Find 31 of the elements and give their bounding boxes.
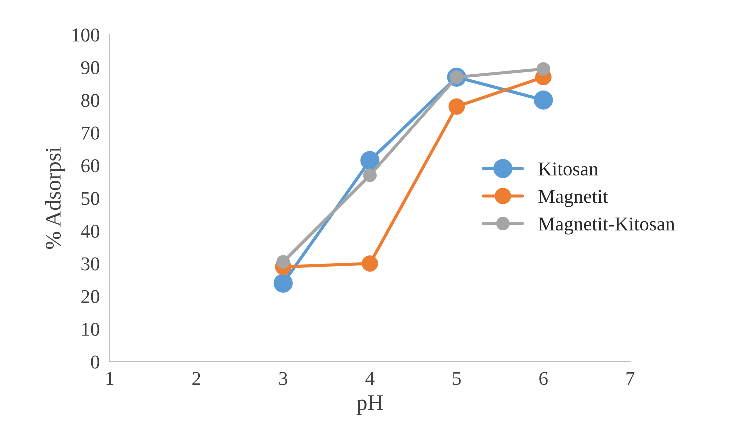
x-tick-label: 7 [626,372,635,386]
y-tick-label: 50 [82,192,100,206]
point [360,151,380,170]
y-tick-label: 10 [82,322,100,336]
x-tick-label: 3 [279,372,288,386]
x-tick-label: 2 [192,372,200,386]
y-tick-label: 60 [82,159,100,173]
y-tick-label: 0 [91,356,100,369]
y-tick-label: 40 [81,224,100,238]
point [536,62,550,76]
y-axis-title: % Adsorpsi [45,147,66,250]
legend-label: Kitosan [538,162,598,176]
point [362,256,378,272]
y-tick-label: 80 [82,94,100,108]
x-tick-label: 5 [453,372,462,386]
x-tick-label: 6 [540,372,548,386]
legend-label: Magnetit-Kitosan [538,218,676,235]
point [274,274,293,293]
y-tick-label: 20 [82,290,100,304]
point [534,90,554,110]
y-tick-label: 70 [82,126,100,140]
y-tick-label: 90 [81,61,100,75]
x-axis-title: pH [356,396,384,415]
y-tick-label: 100 [72,28,100,42]
x-tick-label: 4 [366,372,375,386]
x-tick-label: 1 [106,372,114,386]
point [363,168,377,182]
point [448,98,466,115]
y-tick-label: 30 [82,258,100,271]
point [276,255,290,269]
legend-label: Magnetit [538,190,608,208]
